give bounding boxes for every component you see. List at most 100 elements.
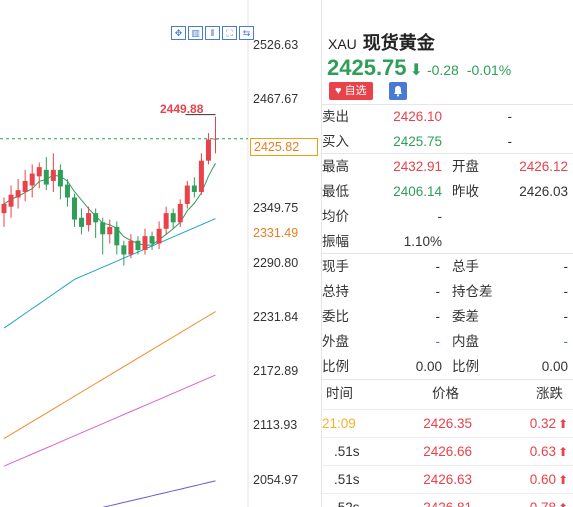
candle-body <box>107 226 113 235</box>
ratio-value: 0.00 <box>415 359 442 374</box>
chart-toolbar: ✥ ▥ ⫴ ⛶ ⇆ <box>171 26 254 40</box>
price-line: 2425.75 ⬇ -0.28 -0.01% <box>327 55 519 81</box>
trade-price: 2426.66 <box>423 444 472 459</box>
y-tick-label: 2290.80 <box>253 256 299 270</box>
bar-chart-icon[interactable]: ▥ <box>188 26 203 40</box>
inner-label: 内盘 <box>452 334 479 349</box>
y-tick-label: 2349.75 <box>253 201 299 215</box>
total-volume-value: - <box>563 259 569 274</box>
candle-body <box>72 197 77 220</box>
candle-body <box>142 236 148 250</box>
y-tick-label: 2054.97 <box>253 473 299 487</box>
bid-diff-label: 委差 <box>452 309 479 324</box>
trade-row: .51s 2426.63 0.60 ⬆ <box>322 465 573 493</box>
down-arrow-icon: ⬇ <box>409 62 423 79</box>
candle-body <box>170 213 176 223</box>
high-label: 最高 <box>322 159 349 174</box>
candle-body <box>15 190 21 198</box>
outer-value: - <box>435 334 441 349</box>
total-volume-label: 总手 <box>452 259 479 274</box>
candle-body <box>114 226 120 246</box>
open-interest-label: 总持 <box>322 284 349 299</box>
candle-body <box>43 169 49 185</box>
candle-body <box>29 173 35 186</box>
candle-body <box>64 184 70 198</box>
candle-body <box>163 213 169 229</box>
alert-button[interactable] <box>389 82 407 100</box>
trade-row: .51s 2426.66 0.63 ⬆ <box>322 437 573 465</box>
trade-price: 2426.63 <box>423 472 472 487</box>
candle-body <box>135 240 141 250</box>
ma-price-tag: 2331.49 <box>253 226 299 240</box>
kline-chart[interactable] <box>0 0 320 507</box>
volume-label: 现手 <box>322 259 349 274</box>
arrows-icon[interactable]: ⇆ <box>239 26 254 40</box>
candle-body <box>191 185 197 192</box>
ma-line <box>3 311 216 440</box>
divider <box>322 379 573 380</box>
low-value: 2406.14 <box>393 184 442 199</box>
trade-row: 21:09 2426.35 0.32 ⬆ <box>322 409 573 437</box>
line-chart-icon[interactable]: ⫴ <box>205 26 220 40</box>
candle-body <box>156 228 162 244</box>
ma-line <box>102 480 216 507</box>
buy-volume: - <box>507 134 513 149</box>
ratio-row: 比例 0.00 比例 0.00 <box>322 354 573 379</box>
price-header: 价格 <box>432 386 459 401</box>
volume-value: - <box>435 259 441 274</box>
current-price-tag: 2425.82 <box>250 138 318 156</box>
amplitude-value: 1.10% <box>403 234 442 249</box>
bid-ratio-row: 委比 - 委差 - <box>322 304 573 329</box>
prev-close-value: 2426.03 <box>519 184 568 199</box>
trade-time: .52s <box>334 494 360 507</box>
sell-price: 2426.10 <box>393 109 442 124</box>
quote-panel: XAU 现货黄金 2425.75 ⬇ -0.28 -0.01% ♥ 自选 卖出 2… <box>321 0 573 507</box>
oi-change-label: 持仓差 <box>452 284 493 299</box>
change-value: -0.28 <box>426 62 459 78</box>
high-open-row: 最高 2432.91 开盘 2426.12 <box>322 154 573 179</box>
symbol-title: XAU 现货黄金 <box>328 29 435 55</box>
prev-close-label: 昨收 <box>452 184 479 199</box>
heart-icon: ♥ <box>335 85 342 97</box>
max-price-label: 2449.88 <box>160 102 204 116</box>
candle-body <box>22 180 28 192</box>
fullscreen-icon[interactable]: ⛶ <box>222 26 237 40</box>
low-label: 最低 <box>322 184 349 199</box>
up-arrow-icon: ⬆ <box>558 417 569 431</box>
oi-change-value: - <box>563 284 569 299</box>
candle-body <box>184 185 190 204</box>
crosshair-icon[interactable]: ✥ <box>171 26 186 40</box>
trade-table-header: 时间 价格 涨跌 <box>322 381 573 407</box>
bid-diff-value: - <box>563 309 569 324</box>
open-value: 2426.12 <box>519 159 568 174</box>
candle-body <box>8 194 14 207</box>
add-favorite-button[interactable]: ♥ 自选 <box>329 82 373 100</box>
ratio-value: 0.00 <box>541 359 568 374</box>
sell-label: 卖出 <box>322 109 349 124</box>
trade-price: 2426.81 <box>408 494 472 507</box>
buy-price: 2425.75 <box>393 134 442 149</box>
candle-body <box>79 217 85 227</box>
trade-change: 0.32 <box>529 416 556 431</box>
inner-value: - <box>563 334 569 349</box>
sell-volume: - <box>507 109 513 124</box>
kline-chart-panel[interactable]: ✥ ▥ ⫴ ⛶ ⇆ 2526.63 2467.67 2349.75 2290.8… <box>0 0 320 507</box>
divider <box>322 153 573 154</box>
candle-body <box>128 240 134 255</box>
candle-body <box>121 245 127 255</box>
trade-change: 0.78 <box>518 494 556 507</box>
up-arrow-icon: ⬆ <box>558 494 568 507</box>
trade-change: 0.63 <box>529 444 556 459</box>
bid-ratio-value: - <box>435 309 441 324</box>
high-value: 2432.91 <box>393 159 442 174</box>
candle-body <box>100 222 106 235</box>
candle-body <box>149 236 155 244</box>
time-header: 时间 <box>326 386 353 401</box>
ratio-label: 比例 <box>322 359 349 374</box>
ma-line <box>3 218 216 329</box>
open-interest-row: 总持 - 持仓差 - <box>322 279 573 304</box>
bell-icon <box>394 86 402 97</box>
trade-time: .51s <box>334 444 360 459</box>
ratio-label: 比例 <box>452 359 479 374</box>
favorite-label: 自选 <box>344 85 367 97</box>
